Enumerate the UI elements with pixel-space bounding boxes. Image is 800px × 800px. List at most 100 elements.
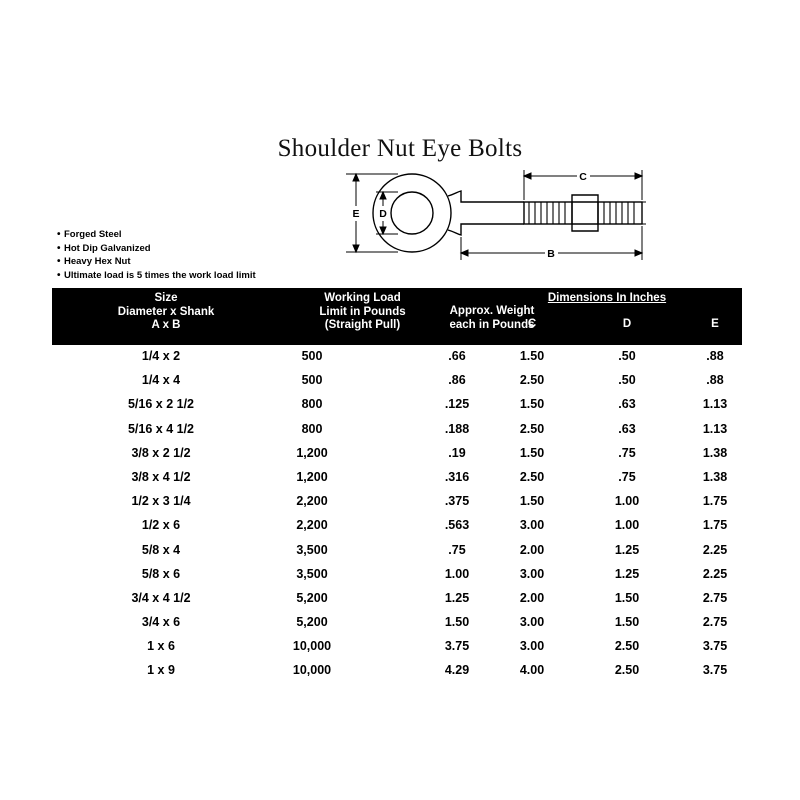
cell-dimension-e: .88 <box>706 373 724 388</box>
cell-dimension-c: 1.50 <box>519 494 545 509</box>
table-row: 1/2 x 6 2,200 .563 3.00 1.00 1.75 <box>52 514 742 538</box>
cell-approx-weight: .66 <box>448 349 466 363</box>
cell-size: 3/4 x 4 1/2 <box>131 590 191 605</box>
cell-dimension-e: 2.75 <box>702 615 728 630</box>
cell-dimension-e: 2.25 <box>702 566 728 581</box>
cell-dimension-c: 1.50 <box>519 397 545 412</box>
cell-approx-weight: .563 <box>444 518 470 533</box>
cell-dimension-c: 3.00 <box>519 566 545 581</box>
cell-dimension-d: 1.00 <box>614 494 640 509</box>
table-row: 3/8 x 2 1/2 1,200 .19 1.50 .75 1.38 <box>52 442 742 466</box>
column-header-size-line3: A x B <box>151 319 181 331</box>
column-header-load-line3: (Straight Pull) <box>324 319 401 331</box>
cell-dimension-d: 2.50 <box>614 663 640 678</box>
cell-dimension-d: 1.50 <box>614 615 640 630</box>
cell-working-load: 500 <box>301 373 323 388</box>
dim-label-d: D <box>379 208 387 220</box>
cell-dimension-c: 2.00 <box>519 590 545 605</box>
cell-working-load: 5,200 <box>296 590 328 605</box>
cell-dimension-d: .50 <box>618 349 636 363</box>
feature-item: • Heavy Hex Nut <box>57 255 357 269</box>
cell-working-load: 1,200 <box>296 445 328 460</box>
cell-approx-weight: 1.25 <box>444 590 470 605</box>
cell-size: 5/16 x 4 1/2 <box>127 421 195 436</box>
specifications-table: Size Diameter x Shank A x B Working Load… <box>52 288 742 684</box>
table-row: 3/4 x 4 1/2 5,200 1.25 2.00 1.50 2.75 <box>52 587 742 611</box>
cell-dimension-e: 1.75 <box>702 494 728 509</box>
feature-item: • Ultimate load is 5 times the work load … <box>57 269 357 283</box>
cell-approx-weight: .188 <box>444 421 470 436</box>
cell-approx-weight: 3.75 <box>444 639 470 654</box>
cell-working-load: 10,000 <box>292 639 332 654</box>
hex-nut-body <box>571 194 599 232</box>
cell-size: 5/8 x 4 <box>141 542 181 557</box>
cell-working-load: 1,200 <box>296 469 328 484</box>
feature-label: Forged Steel <box>64 229 122 240</box>
page-title: Shoulder Nut Eye Bolts <box>277 135 523 162</box>
cell-dimension-c: 2.50 <box>519 421 545 436</box>
cell-dimension-c: 2.50 <box>519 469 545 484</box>
table-body: 1/4 x 2 500 .66 1.50 .50 .88 1/4 x 4 500 .86 2.50… <box>52 345 742 684</box>
cell-dimension-e: .88 <box>706 349 724 363</box>
feature-label: Ultimate load is 5 times the work load l… <box>64 269 256 281</box>
table-row: 1 x 6 10,000 3.75 3.00 2.50 3.75 <box>52 635 742 659</box>
cell-approx-weight: .316 <box>444 469 470 484</box>
cell-approx-weight: .86 <box>448 373 466 388</box>
feature-item: • Hot Dip Galvanized <box>57 242 357 256</box>
cell-dimension-d: 1.50 <box>614 590 640 605</box>
table-row: 1 x 9 10,000 4.29 4.00 2.50 3.75 <box>52 659 742 683</box>
cell-size: 1/2 x 3 1/4 <box>131 494 191 509</box>
eye-bolt-diagram: E D C A B <box>336 158 646 268</box>
cell-working-load: 3,500 <box>296 566 328 581</box>
column-header-size-line1: Size <box>154 292 178 304</box>
bullet-icon: • <box>57 242 61 254</box>
dim-label-b: B <box>547 248 555 260</box>
cell-approx-weight: .75 <box>448 542 466 557</box>
cell-dimension-c: 3.00 <box>519 518 545 533</box>
cell-working-load: 2,200 <box>296 494 328 509</box>
column-header-weight-line1: Approx. Weight <box>449 305 535 317</box>
cell-dimension-e: 3.75 <box>702 663 728 678</box>
thread-section-right <box>597 201 643 225</box>
cell-working-load: 800 <box>301 397 323 412</box>
cell-dimension-e: 3.75 <box>702 639 728 654</box>
eye-inner-hole <box>390 191 434 235</box>
cell-dimension-c: 1.50 <box>519 445 545 460</box>
cell-dimension-e: 2.25 <box>702 542 728 557</box>
cell-dimension-d: .50 <box>618 373 636 388</box>
cell-approx-weight: .375 <box>444 494 470 509</box>
feature-label: Heavy Hex Nut <box>64 256 131 268</box>
cell-dimension-c: 1.50 <box>519 349 545 363</box>
column-header-dimensions: Dimensions In Inches <box>547 292 667 304</box>
cell-dimension-c: 4.00 <box>519 663 545 678</box>
cell-dimension-c: 2.00 <box>519 542 545 557</box>
table-row: 1/4 x 2 500 .66 1.50 .50 .88 <box>52 345 742 369</box>
table-row: 1/2 x 3 1/4 2,200 .375 1.50 1.00 1.75 <box>52 490 742 514</box>
cell-working-load: 2,200 <box>296 518 328 533</box>
table-row: 1/4 x 4 500 .86 2.50 .50 .88 <box>52 369 742 393</box>
cell-size: 5/8 x 6 <box>141 566 181 581</box>
cell-size: 1 x 6 <box>147 639 175 654</box>
bullet-icon: • <box>57 229 61 240</box>
dim-label-c: C <box>579 171 587 183</box>
dim-label-e: E <box>352 208 359 220</box>
cell-approx-weight: 1.50 <box>444 615 470 630</box>
eye-outer-ring <box>372 173 452 253</box>
column-header-working-load: Working Load Limit in Pounds (Straight P… <box>280 292 445 333</box>
cell-size: 5/16 x 2 1/2 <box>127 397 195 412</box>
features-list: • Forged Steel • Hot Dip Galvanized • Heavy H… <box>57 228 357 282</box>
cell-dimension-e: 1.38 <box>702 445 728 460</box>
column-header-size: Size Diameter x Shank A x B <box>52 292 280 333</box>
shoulder-top-profile <box>447 190 476 203</box>
cell-approx-weight: .19 <box>448 445 466 460</box>
cell-dimension-d: .75 <box>618 445 636 460</box>
cell-size: 1/4 x 2 <box>141 349 181 363</box>
column-header-d: D <box>622 318 632 330</box>
cell-dimension-e: 1.38 <box>702 469 728 484</box>
thread-hatching <box>528 202 635 224</box>
cell-dimension-c: 3.00 <box>519 615 545 630</box>
column-header-approx-weight: Approx. Weight each in Pounds <box>382 305 602 332</box>
table-row: 5/8 x 4 3,500 .75 2.00 1.25 2.25 <box>52 539 742 563</box>
cell-approx-weight: 4.29 <box>444 663 470 678</box>
